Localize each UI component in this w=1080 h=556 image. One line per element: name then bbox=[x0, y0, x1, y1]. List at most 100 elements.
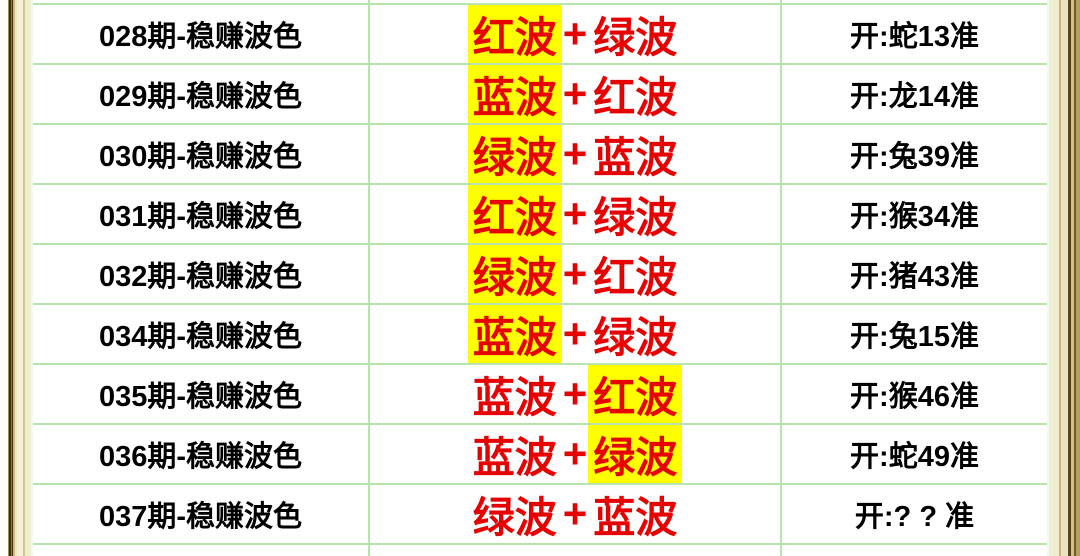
period-cell: 037期-稳赚波色 bbox=[33, 485, 370, 543]
decorative-frame-right bbox=[1049, 0, 1080, 556]
wave-first: 蓝波 bbox=[467, 305, 562, 363]
wave-second: 红波 bbox=[588, 365, 683, 423]
result-cell: 开:兔15准 bbox=[782, 305, 1047, 363]
plus-sign: + bbox=[562, 430, 588, 477]
period-label: 029期-稳赚波色 bbox=[98, 81, 303, 113]
table-row: 030期-稳赚波色 绿波 + 蓝波 开:兔39准 bbox=[33, 125, 1047, 185]
combo-cell: 红波 + 绿波 bbox=[370, 5, 782, 63]
wave-second: 绿波 bbox=[593, 13, 678, 61]
result-label: 开:兔15准 bbox=[850, 321, 979, 353]
wave-combo: 蓝波 + 红波 bbox=[467, 65, 683, 123]
partial-row-top bbox=[33, 0, 1047, 5]
result-label: 开:兔39准 bbox=[850, 141, 979, 173]
result-cell: 开:猴34准 bbox=[782, 185, 1047, 243]
combo-cell bbox=[370, 545, 782, 556]
period-cell: 030期-稳赚波色 bbox=[33, 125, 370, 183]
plus-sign: + bbox=[562, 70, 588, 117]
table-row: 028期-稳赚波色 红波 + 绿波 开:蛇13准 bbox=[33, 5, 1047, 65]
wave-first: 绿波 bbox=[472, 493, 557, 541]
period-cell: 029期-稳赚波色 bbox=[33, 65, 370, 123]
prediction-table: 028期-稳赚波色 红波 + 绿波 开:蛇13准 029期-稳赚波色 蓝波 + … bbox=[33, 0, 1047, 556]
wave-combo: 绿波 + 红波 bbox=[467, 245, 683, 303]
wave-combo: 蓝波 + 绿波 bbox=[467, 305, 683, 363]
wave-first: 绿波 bbox=[467, 245, 562, 303]
table-row: 036期-稳赚波色 蓝波 + 绿波 开:蛇49准 bbox=[33, 425, 1047, 485]
result-cell: 开:蛇13准 bbox=[782, 5, 1047, 63]
plus-sign: + bbox=[562, 310, 588, 357]
result-label: 开:猪43准 bbox=[850, 261, 979, 293]
partial-row-bottom bbox=[33, 545, 1047, 556]
table-row: 037期-稳赚波色 绿波 + 蓝波 开:? ? 准 bbox=[33, 485, 1047, 545]
wave-combo: 绿波 + 蓝波 bbox=[467, 125, 683, 183]
wave-second: 绿波 bbox=[588, 425, 683, 483]
decorative-frame-left bbox=[8, 0, 31, 556]
wave-first: 红波 bbox=[467, 5, 562, 63]
result-label: 开:猴46准 bbox=[850, 381, 979, 413]
plus-sign: + bbox=[562, 490, 588, 537]
wave-second: 绿波 bbox=[593, 193, 678, 241]
result-label: 开:? ? 准 bbox=[854, 501, 975, 533]
period-cell bbox=[33, 0, 370, 3]
wave-second: 红波 bbox=[593, 253, 678, 301]
period-label: 035期-稳赚波色 bbox=[98, 381, 303, 413]
wave-second: 蓝波 bbox=[593, 493, 678, 541]
plus-sign: + bbox=[562, 130, 588, 177]
table-row: 032期-稳赚波色 绿波 + 红波 开:猪43准 bbox=[33, 245, 1047, 305]
period-cell bbox=[33, 545, 370, 556]
result-label: 开:蛇49准 bbox=[850, 441, 979, 473]
result-cell bbox=[782, 545, 1047, 556]
combo-cell: 绿波 + 蓝波 bbox=[370, 125, 782, 183]
period-label: 034期-稳赚波色 bbox=[98, 321, 303, 353]
table-row: 034期-稳赚波色 蓝波 + 绿波 开:兔15准 bbox=[33, 305, 1047, 365]
combo-cell: 绿波 + 蓝波 bbox=[370, 485, 782, 543]
result-label: 开:猴34准 bbox=[850, 201, 979, 233]
period-cell: 035期-稳赚波色 bbox=[33, 365, 370, 423]
period-cell: 034期-稳赚波色 bbox=[33, 305, 370, 363]
combo-cell: 蓝波 + 绿波 bbox=[370, 305, 782, 363]
result-label: 开:龙14准 bbox=[850, 81, 979, 113]
wave-first: 红波 bbox=[467, 185, 562, 243]
rows-host: 028期-稳赚波色 红波 + 绿波 开:蛇13准 029期-稳赚波色 蓝波 + … bbox=[33, 5, 1047, 545]
result-cell: 开:? ? 准 bbox=[782, 485, 1047, 543]
wave-second: 蓝波 bbox=[593, 133, 678, 181]
table-row: 031期-稳赚波色 红波 + 绿波 开:猴34准 bbox=[33, 185, 1047, 245]
combo-cell: 蓝波 + 红波 bbox=[370, 365, 782, 423]
period-label: 030期-稳赚波色 bbox=[98, 141, 303, 173]
wave-combo: 蓝波 + 红波 bbox=[468, 365, 683, 423]
wave-combo: 红波 + 绿波 bbox=[467, 5, 683, 63]
period-cell: 032期-稳赚波色 bbox=[33, 245, 370, 303]
plus-sign: + bbox=[562, 370, 588, 417]
combo-cell: 红波 + 绿波 bbox=[370, 185, 782, 243]
wave-second: 绿波 bbox=[593, 313, 678, 361]
result-label: 开:蛇13准 bbox=[850, 21, 979, 53]
period-label: 036期-稳赚波色 bbox=[98, 441, 303, 473]
wave-first: 蓝波 bbox=[467, 65, 562, 123]
result-cell: 开:蛇49准 bbox=[782, 425, 1047, 483]
combo-cell: 蓝波 + 绿波 bbox=[370, 425, 782, 483]
result-cell: 开:兔39准 bbox=[782, 125, 1047, 183]
wave-first: 蓝波 bbox=[472, 373, 557, 421]
period-label: 028期-稳赚波色 bbox=[98, 21, 303, 53]
wave-combo: 红波 + 绿波 bbox=[467, 185, 683, 243]
table-row: 035期-稳赚波色 蓝波 + 红波 开:猴46准 bbox=[33, 365, 1047, 425]
table-area: 028期-稳赚波色 红波 + 绿波 开:蛇13准 029期-稳赚波色 蓝波 + … bbox=[31, 0, 1049, 556]
period-label: 031期-稳赚波色 bbox=[98, 201, 303, 233]
period-label: 037期-稳赚波色 bbox=[98, 501, 303, 533]
result-cell bbox=[782, 0, 1047, 3]
result-cell: 开:猴46准 bbox=[782, 365, 1047, 423]
wave-first: 绿波 bbox=[467, 125, 562, 183]
plus-sign: + bbox=[562, 10, 588, 57]
combo-cell: 蓝波 + 红波 bbox=[370, 65, 782, 123]
plus-sign: + bbox=[562, 190, 588, 237]
period-cell: 036期-稳赚波色 bbox=[33, 425, 370, 483]
period-cell: 031期-稳赚波色 bbox=[33, 185, 370, 243]
table-row: 029期-稳赚波色 蓝波 + 红波 开:龙14准 bbox=[33, 65, 1047, 125]
result-cell: 开:龙14准 bbox=[782, 65, 1047, 123]
plus-sign: + bbox=[562, 250, 588, 297]
combo-cell: 绿波 + 红波 bbox=[370, 245, 782, 303]
wave-first: 蓝波 bbox=[472, 433, 557, 481]
wave-second: 红波 bbox=[593, 73, 678, 121]
period-cell: 028期-稳赚波色 bbox=[33, 5, 370, 63]
combo-cell bbox=[370, 0, 782, 3]
